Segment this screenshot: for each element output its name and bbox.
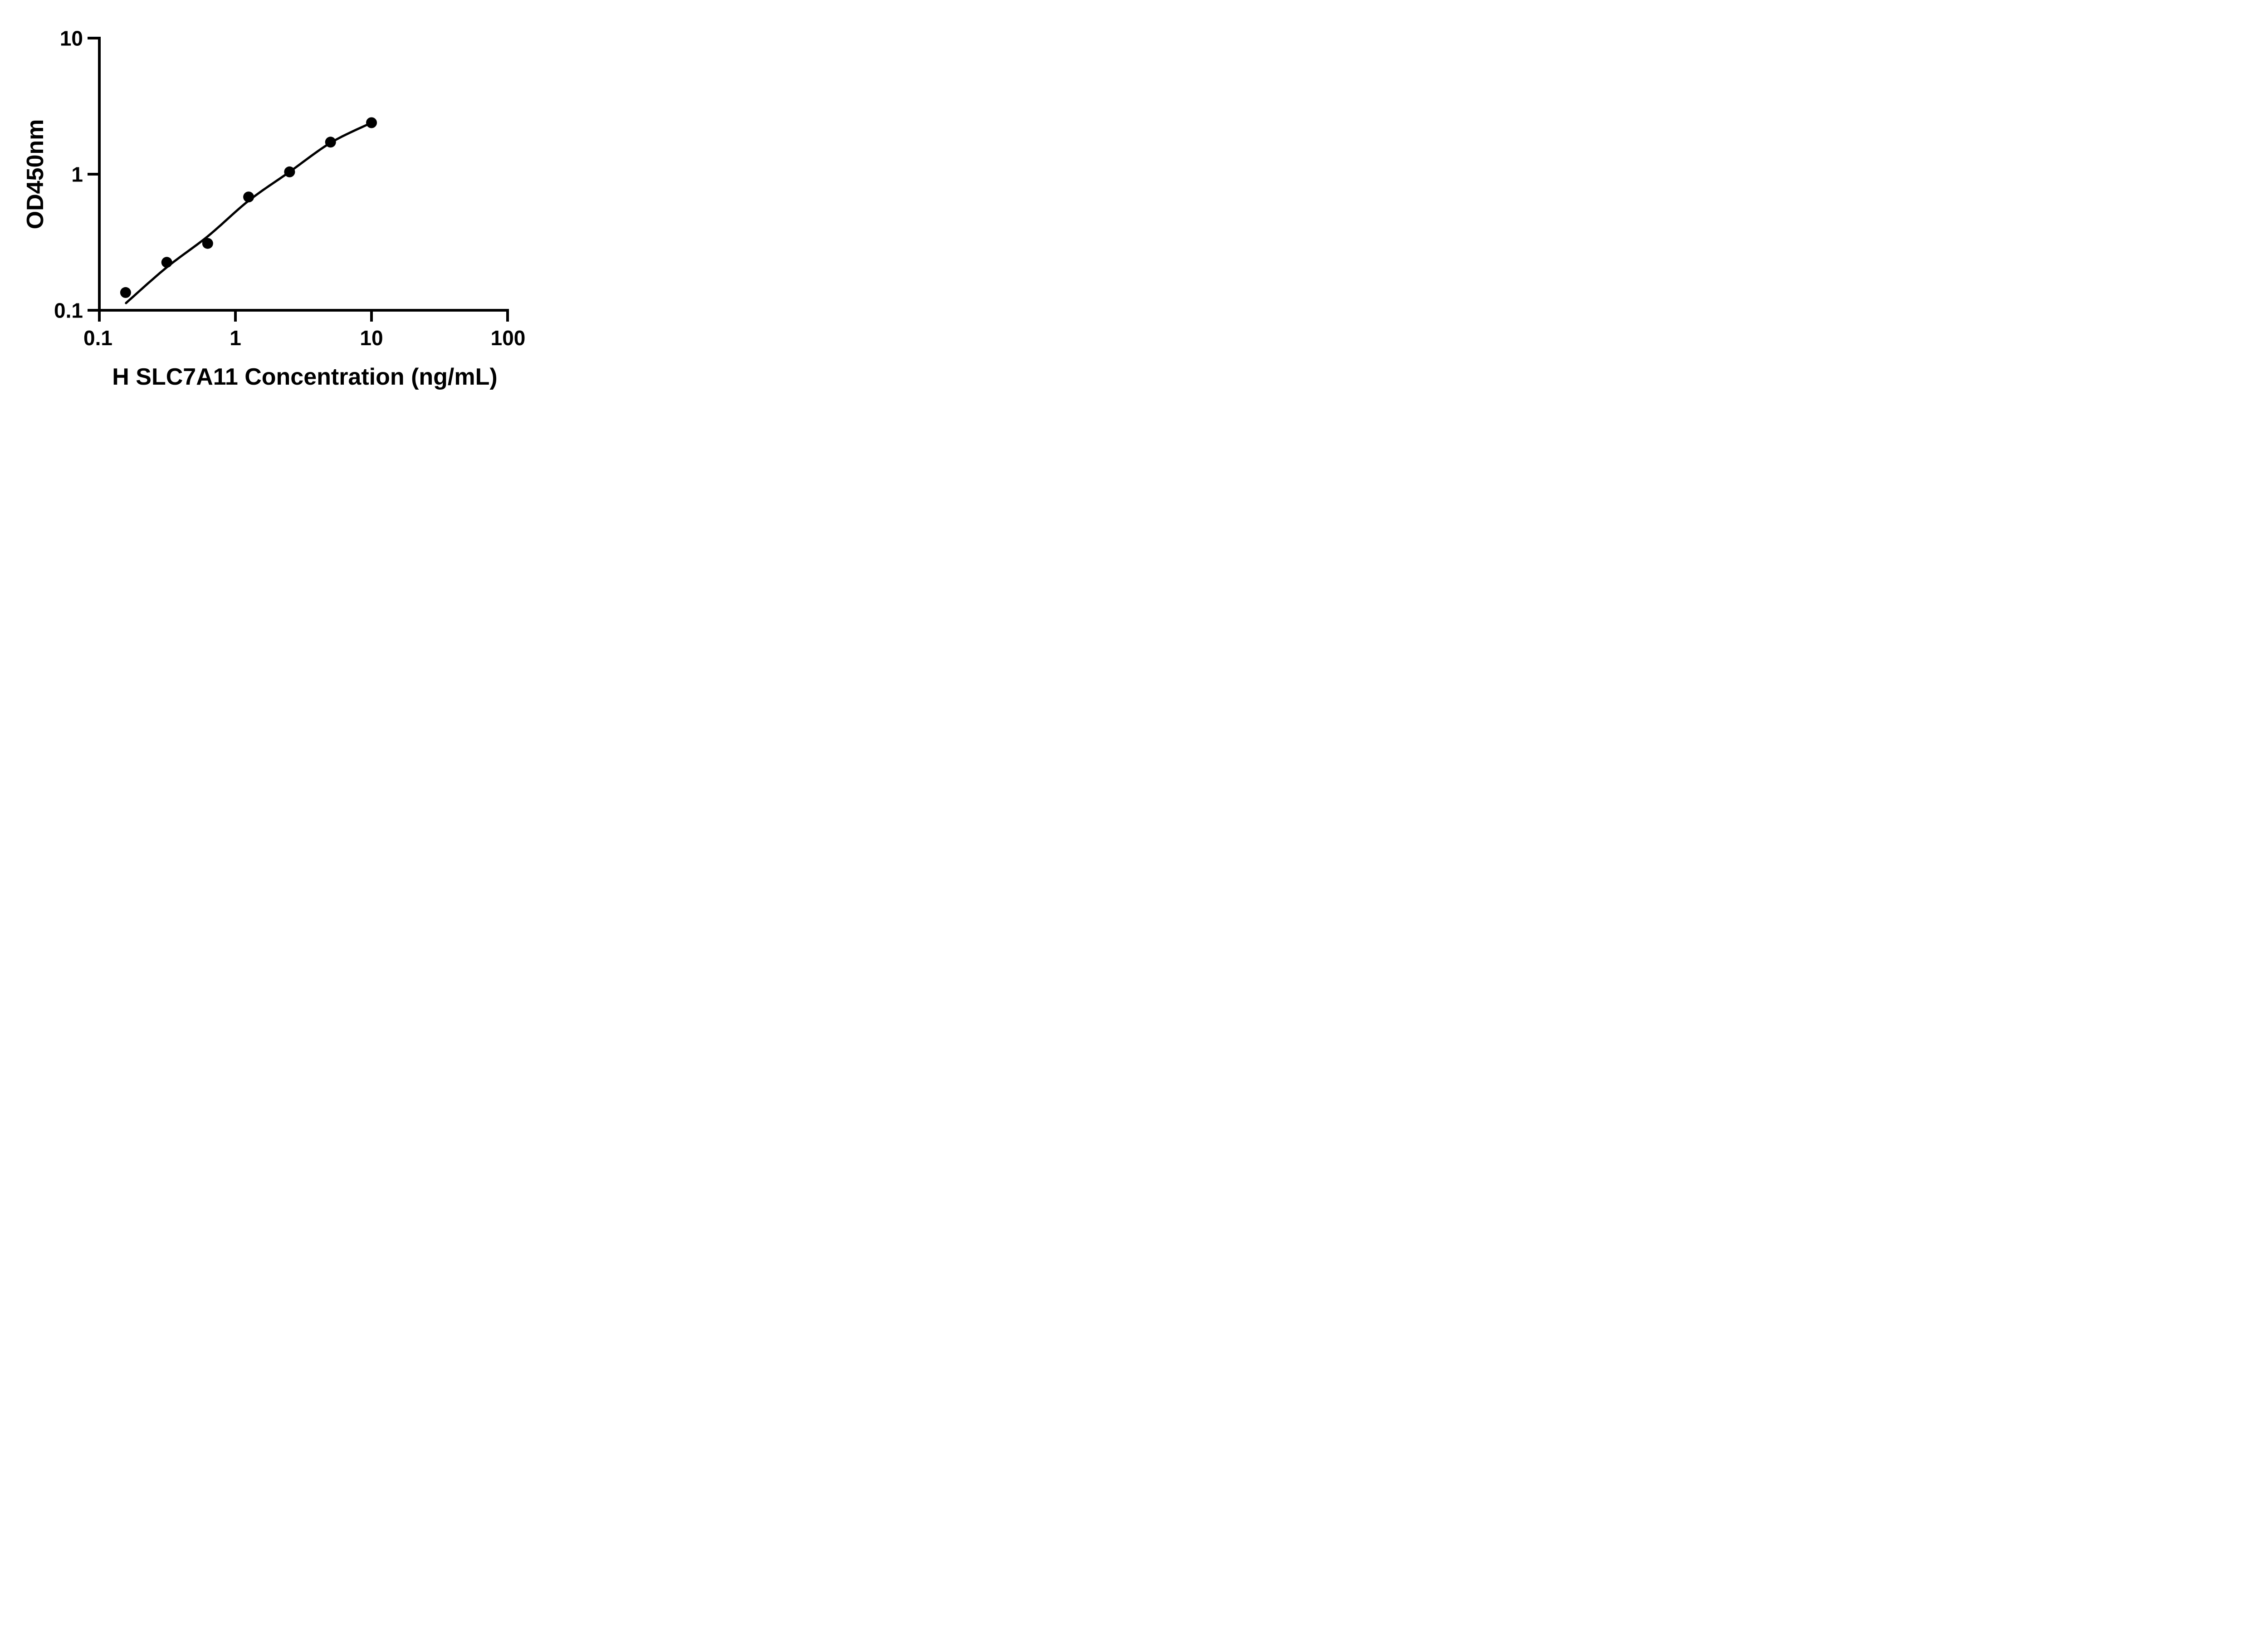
data-point	[243, 191, 254, 203]
data-point	[161, 257, 172, 268]
y-axis: 10 1 0.1	[54, 27, 101, 323]
data-points	[120, 117, 377, 298]
data-point	[325, 137, 336, 148]
x-axis: 0.1 1 10 100	[83, 309, 526, 350]
x-tick-label-1: 1	[230, 326, 241, 350]
x-tick-label-10: 10	[360, 326, 383, 350]
x-tick-label-100: 100	[491, 326, 526, 350]
x-tick-label-0.1: 0.1	[83, 326, 112, 350]
data-point	[366, 117, 377, 128]
data-point	[120, 287, 131, 298]
elisa-standard-curve-chart: 10 1 0.1 0.1 1 10 100 OD450nm H SLC7A11 …	[22, 27, 526, 390]
y-tick-label-10: 10	[60, 27, 83, 50]
data-point	[202, 238, 213, 249]
y-axis-title: OD450nm	[22, 119, 49, 230]
y-tick-label-1: 1	[71, 163, 83, 186]
data-point	[284, 166, 295, 177]
x-axis-title: H SLC7A11 Concentration (ng/mL)	[112, 364, 497, 390]
fit-curve	[125, 122, 373, 304]
y-tick-label-0.1: 0.1	[54, 299, 83, 323]
elisa-standard-curve-page: 10 1 0.1 0.1 1 10 100 OD450nm H SLC7A11 …	[0, 0, 570, 408]
